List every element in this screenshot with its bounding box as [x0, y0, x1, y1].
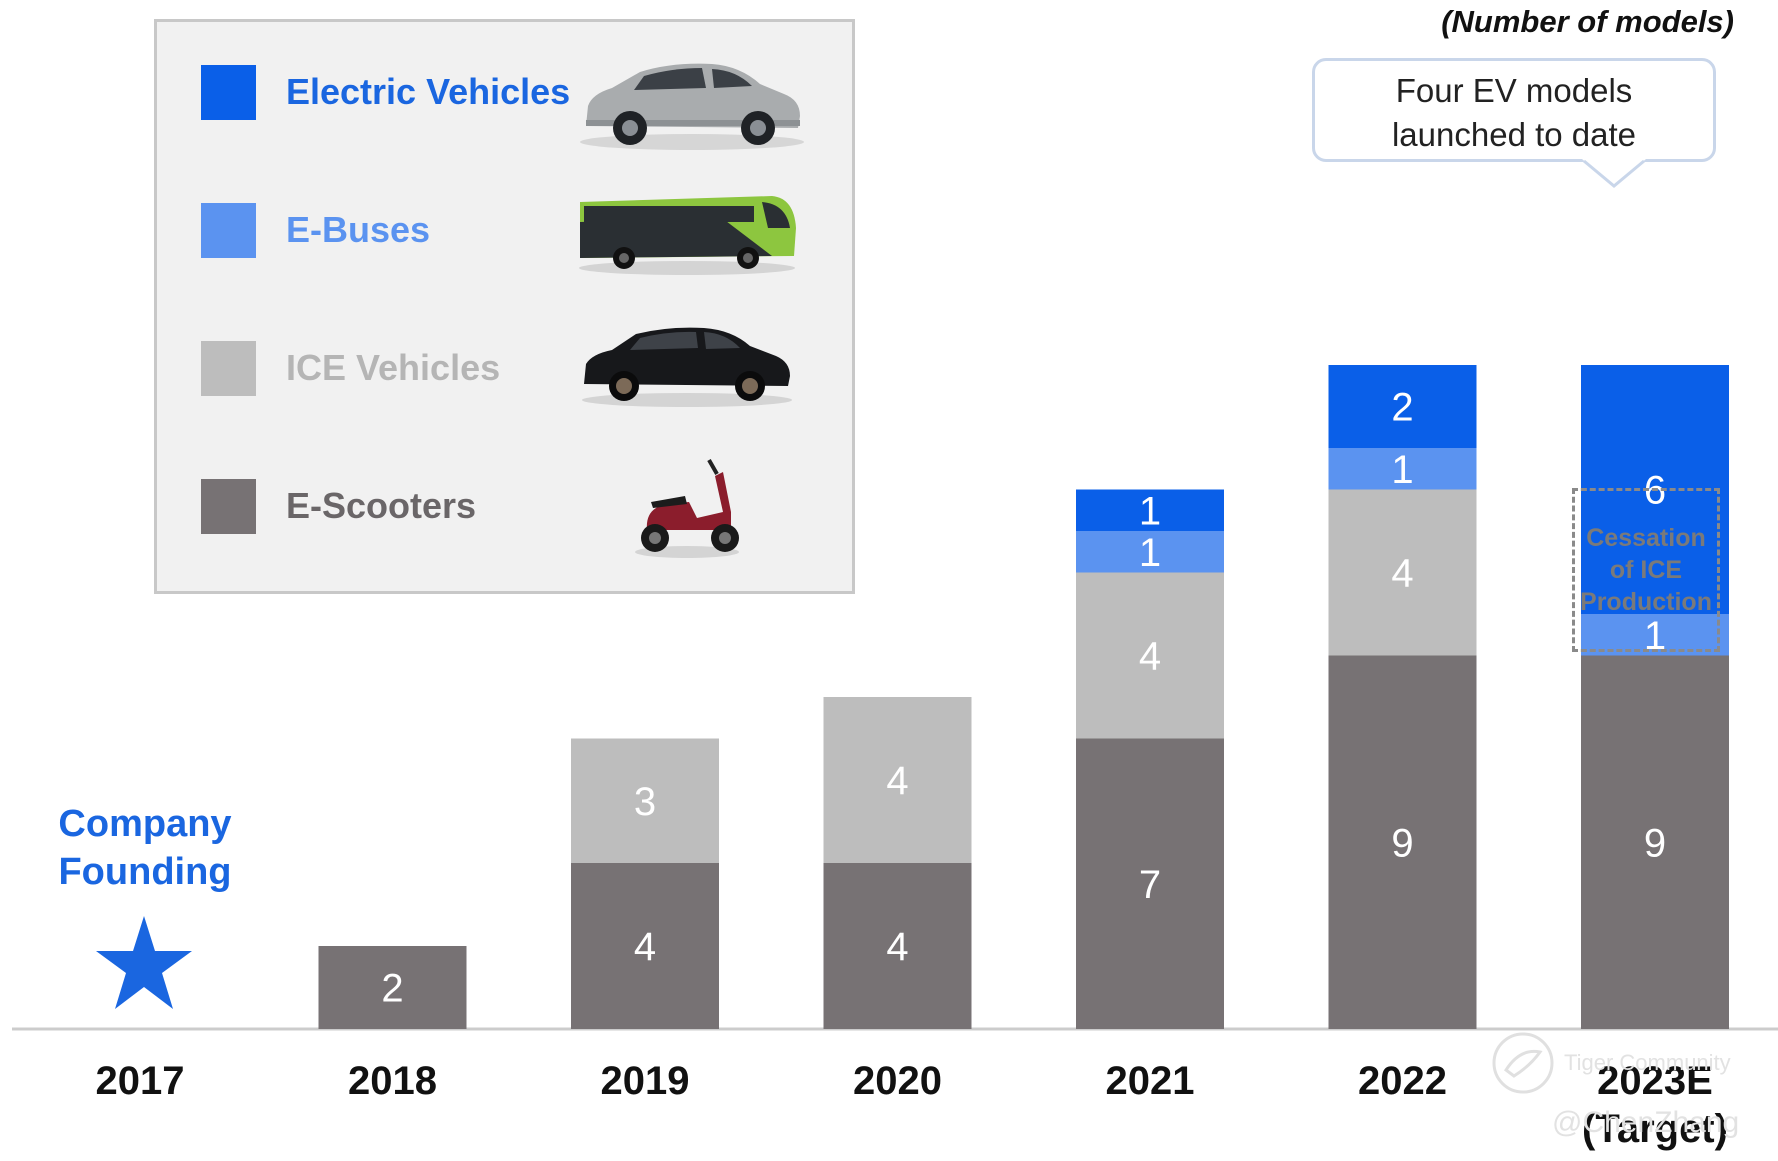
watermark: Tiger Community @ChenZhang [1490, 1030, 1739, 1139]
data-label-e-scooters-2019: 4 [634, 925, 656, 969]
legend-swatch-escooter [201, 478, 256, 534]
cessation-line-2: of ICE [1609, 556, 1683, 584]
bar-e-buses-2022 [1328, 448, 1477, 490]
legend-swatch-ebus [201, 202, 256, 258]
bar-e-scooters-2020 [823, 863, 972, 1029]
data-label-e-buses-2021: 1 [1139, 531, 1161, 575]
data-label-ice-vehicles-2022: 4 [1391, 552, 1413, 596]
x-tick-label-2020: 2020 [853, 1059, 942, 1103]
cessation-line-1: Cessation [1586, 524, 1706, 552]
company-founding-label: Company Founding [40, 800, 250, 896]
x-tick-label-2023e: 2023E [1597, 1059, 1713, 1103]
legend-label-ev: Electric Vehicles [286, 71, 571, 112]
legend-swatch-ice [201, 340, 256, 396]
suv-silver-icon [580, 63, 804, 150]
data-label-ice-vehicles-2020: 4 [886, 759, 908, 803]
legend-swatch-ev [201, 64, 256, 120]
tiger-logo-icon [1492, 1032, 1554, 1094]
data-label-e-buses-2022: 1 [1391, 448, 1413, 492]
bar-e-scooters-2022 [1328, 655, 1477, 1029]
bar-electric-vehicles-2021 [1076, 489, 1224, 531]
bar-ice-vehicles-2020 [823, 697, 972, 863]
legend: Electric Vehicles E-Buses ICE Vehicles E… [154, 19, 855, 594]
star-icon [96, 916, 192, 1009]
data-label-e-scooters-2018: 2 [381, 967, 403, 1011]
data-label-e-buses-2023e: 1 [1644, 614, 1666, 658]
bar-electric-vehicles-2022 [1328, 365, 1477, 448]
watermark-line-1: Tiger Community [1564, 1050, 1731, 1075]
callout-line-2: launched to date [1391, 116, 1637, 153]
bar-e-scooters-2018 [318, 946, 467, 1029]
unit-note: (Number of models) [1441, 4, 1734, 39]
x-tick-label-2017: 2017 [96, 1059, 185, 1103]
data-label-e-scooters-2023e: 9 [1644, 821, 1666, 865]
x-tick-label-2021: 2021 [1106, 1059, 1195, 1103]
data-label-e-scooters-2021: 7 [1139, 863, 1161, 907]
bar-ice-vehicles-2021 [1076, 572, 1224, 739]
data-label-electric-vehicles-2022: 2 [1391, 386, 1413, 430]
ice-cessation-box: Cessation of ICE Production [1572, 488, 1720, 652]
bar-e-buses-2023e [1581, 614, 1729, 656]
callout-line-1: Four EV models [1395, 72, 1633, 109]
legend-item-electric-vehicles[interactable]: Electric Vehicles [201, 64, 570, 120]
legend-item-e-buses[interactable]: E-Buses [201, 202, 430, 258]
bar-e-buses-2021 [1076, 531, 1224, 573]
bar-ice-vehicles-2022 [1328, 489, 1477, 656]
bar-ice-vehicles-2019 [571, 738, 719, 863]
data-label-ice-vehicles-2019: 3 [634, 780, 656, 824]
legend-item-ice-vehicles[interactable]: ICE Vehicles [201, 340, 500, 396]
legend-item-e-scooters[interactable]: E-Scooters [201, 478, 476, 534]
suv-black-icon [582, 327, 792, 407]
data-label-e-scooters-2022: 9 [1391, 821, 1413, 865]
x-tick-label-2022: 2022 [1358, 1059, 1447, 1103]
data-label-electric-vehicles-2021: 1 [1139, 489, 1161, 533]
callout-tail [1582, 159, 1646, 188]
x-tick-sublabel-2023e: (Target) [1582, 1107, 1728, 1151]
scooter-red-icon [635, 459, 739, 558]
x-tick-label-2018: 2018 [348, 1059, 437, 1103]
green-bus-icon [579, 196, 796, 275]
data-label-e-scooters-2020: 4 [886, 925, 908, 969]
x-tick-label-2019: 2019 [601, 1059, 690, 1103]
bar-e-scooters-2023e [1581, 655, 1729, 1029]
founding-line-1: Company [58, 803, 232, 845]
legend-label-ice: ICE Vehicles [286, 347, 501, 388]
watermark-line-2: @ChenZhang [1552, 1106, 1740, 1139]
legend-label-ebus: E-Buses [286, 209, 431, 250]
data-label-ice-vehicles-2021: 4 [1139, 635, 1161, 679]
bar-e-scooters-2021 [1076, 738, 1224, 1029]
legend-label-escooter: E-Scooters [286, 485, 477, 526]
bar-e-scooters-2019 [571, 863, 719, 1029]
founding-line-2: Founding [58, 851, 232, 893]
ev-models-callout: Four EV models launched to date [1312, 58, 1716, 162]
cessation-line-3: Production [1580, 588, 1712, 616]
